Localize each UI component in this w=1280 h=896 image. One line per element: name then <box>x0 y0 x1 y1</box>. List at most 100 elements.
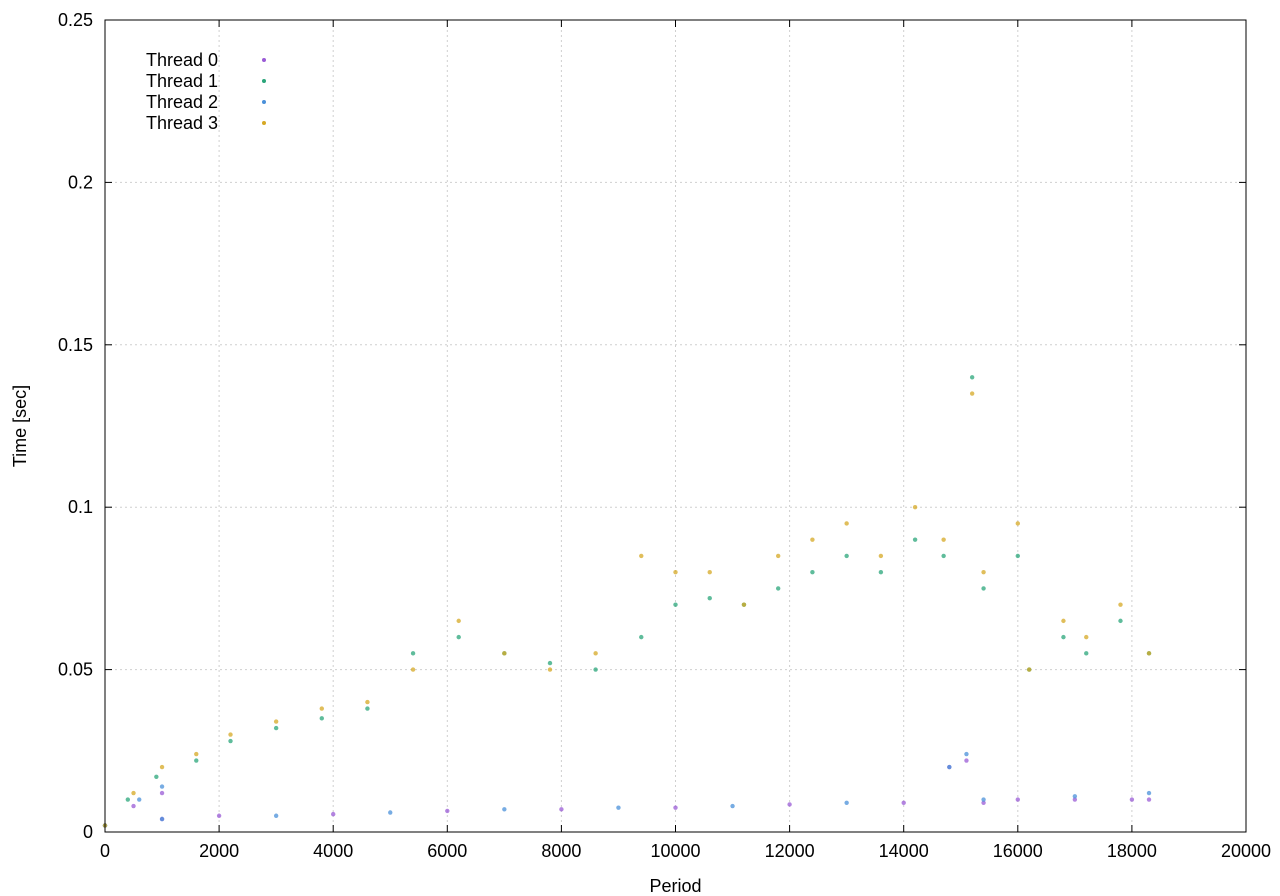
data-point <box>639 553 644 559</box>
data-point <box>273 719 279 724</box>
data-point <box>810 537 815 542</box>
data-point <box>502 807 507 812</box>
data-point <box>159 816 165 822</box>
data-point <box>410 651 416 656</box>
data-point <box>1015 521 1020 526</box>
legend-marker <box>262 100 266 104</box>
x-tick-label: 16000 <box>993 841 1043 861</box>
x-tick-label: 14000 <box>879 841 929 861</box>
legend-label: Thread 0 <box>146 50 218 70</box>
data-point <box>964 751 969 757</box>
data-point <box>194 758 199 763</box>
data-point <box>810 569 815 575</box>
data-point <box>775 553 781 559</box>
data-point <box>1118 618 1123 624</box>
data-point <box>137 797 142 802</box>
legend-label: Thread 3 <box>146 113 218 133</box>
data-point <box>947 764 952 770</box>
data-point <box>228 738 233 744</box>
data-point <box>1072 797 1078 802</box>
data-point <box>159 790 165 796</box>
data-point <box>969 391 975 396</box>
data-point <box>981 586 986 591</box>
x-tick-label: 4000 <box>313 841 353 861</box>
data-point <box>273 725 279 731</box>
data-point <box>775 586 781 591</box>
series-3 <box>102 391 1152 828</box>
data-point <box>159 784 165 789</box>
data-point <box>319 716 324 721</box>
y-tick-label: 0.25 <box>58 10 93 30</box>
data-point <box>131 790 136 796</box>
x-tick-label: 10000 <box>650 841 700 861</box>
x-tick-label: 18000 <box>1107 841 1157 861</box>
data-point <box>159 764 165 770</box>
data-point <box>559 807 564 812</box>
data-point <box>1015 553 1020 559</box>
x-tick-label: 0 <box>100 841 110 861</box>
data-point <box>981 800 986 805</box>
data-point <box>673 602 678 607</box>
data-point <box>547 667 553 672</box>
data-point <box>941 553 946 559</box>
y-tick-label: 0.05 <box>58 660 93 680</box>
data-point <box>593 667 598 672</box>
data-point <box>673 569 678 575</box>
x-tick-label: 2000 <box>199 841 239 861</box>
data-point <box>1027 667 1032 672</box>
x-axis-title: Period <box>649 876 701 896</box>
data-points <box>102 375 1152 828</box>
data-point <box>912 505 918 510</box>
data-point <box>639 634 644 640</box>
data-point <box>1061 618 1066 624</box>
data-point <box>969 375 975 380</box>
data-point <box>844 800 849 805</box>
data-point <box>410 667 416 672</box>
data-point <box>1084 634 1089 640</box>
legend-label: Thread 2 <box>146 92 218 112</box>
data-point <box>1118 602 1123 607</box>
data-point <box>1146 790 1152 796</box>
data-point <box>901 800 906 805</box>
data-point <box>388 810 393 815</box>
y-tick-label: 0 <box>83 822 93 842</box>
series-0 <box>102 758 1152 828</box>
data-point <box>216 813 222 818</box>
data-point <box>707 569 712 575</box>
y-tick-label: 0.1 <box>68 497 93 517</box>
legend-label: Thread 1 <box>146 71 218 91</box>
data-point <box>616 805 621 810</box>
data-point <box>228 732 233 737</box>
x-tick-label: 6000 <box>427 841 467 861</box>
data-point <box>707 595 712 601</box>
data-point <box>154 774 159 779</box>
y-tick-label: 0.15 <box>58 335 93 355</box>
data-point <box>593 651 598 656</box>
data-point <box>1146 797 1152 802</box>
data-point <box>878 553 884 559</box>
data-point <box>547 660 553 666</box>
legend-marker <box>262 121 266 125</box>
data-point <box>319 706 324 711</box>
data-point <box>878 569 884 575</box>
data-point <box>741 602 747 607</box>
data-point <box>981 797 986 802</box>
data-point <box>1084 651 1089 656</box>
legend-marker <box>262 79 266 83</box>
data-point <box>1015 797 1020 802</box>
data-point <box>1129 797 1135 802</box>
data-point <box>194 751 199 757</box>
data-point <box>365 706 370 711</box>
grid-lines <box>105 20 1246 832</box>
data-point <box>844 521 849 526</box>
data-point <box>273 813 279 818</box>
data-point <box>673 805 678 810</box>
axis-ticks: 0 2000 4000 6000 8000 10000 12000 14000 16000 180… <box>58 10 1271 861</box>
legend-marker <box>262 58 266 62</box>
data-point <box>502 651 507 656</box>
y-axis-title: Time [sec] <box>10 385 30 467</box>
data-point <box>730 803 735 809</box>
x-tick-label: 12000 <box>765 841 815 861</box>
